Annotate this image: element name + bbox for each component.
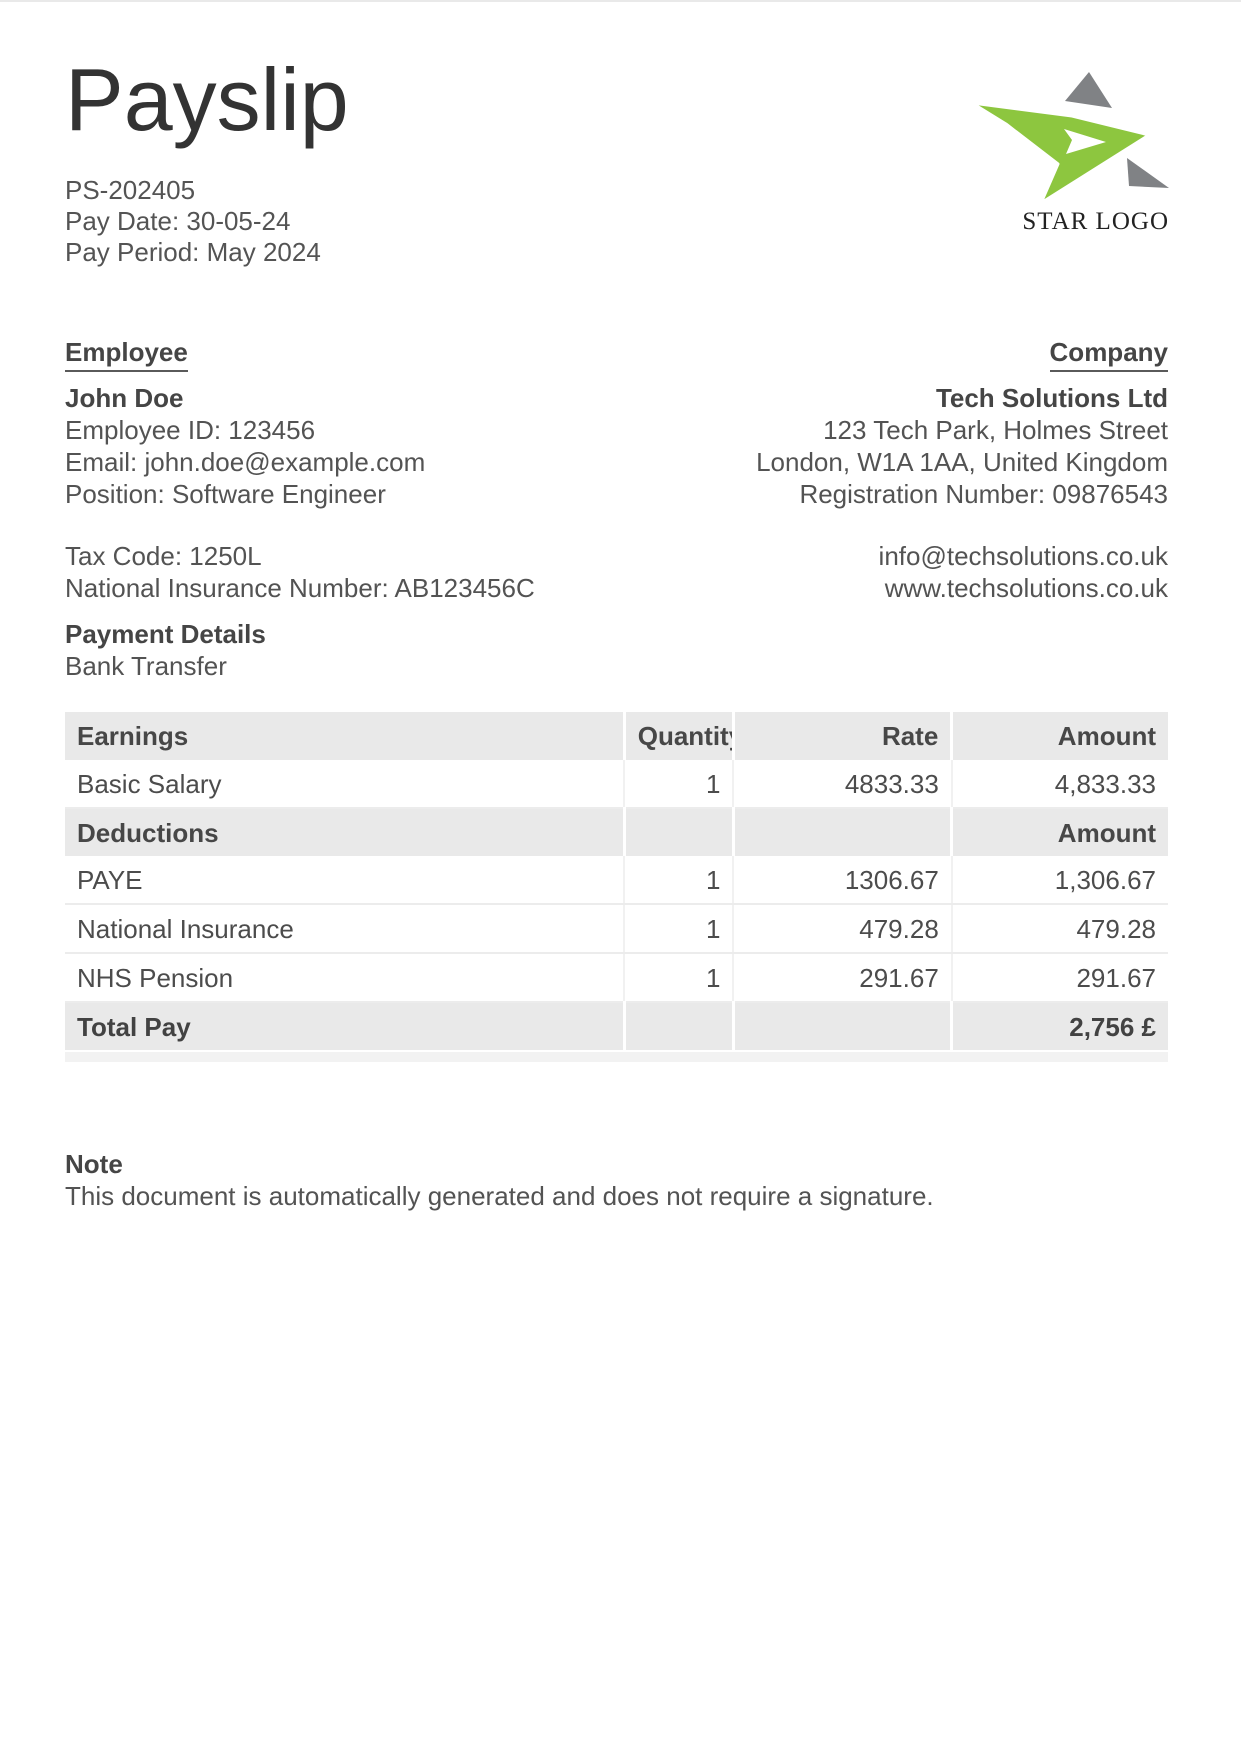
total-amount: 2,756 £ [951,1002,1168,1050]
row-rate: 291.67 [733,953,953,1003]
star-logo-green-swoosh [972,101,1151,205]
star-logo-bottom-triangle [1127,158,1169,188]
row-amount: 1,306.67 [951,856,1168,905]
row-amount: 291.67 [951,953,1168,1003]
employee-heading: Employee [65,336,535,372]
note-section: Note This document is automatically gene… [65,1148,1168,1212]
note-body: This document is automatically generated… [65,1181,934,1211]
star-logo-notch [1064,129,1106,154]
header-earnings: Earnings [65,712,626,760]
table-bottom-strip [65,1052,1168,1062]
table-row: National Insurance 1 479.28 479.28 [65,904,1168,954]
deductions-section-row: Deductions Amount [65,808,1168,856]
tax-code: Tax Code: 1250L [65,541,262,571]
pay-date: Pay Date: 30-05-24 [65,206,291,236]
payment-method: Bank Transfer [65,651,227,681]
row-amount: Amount [951,808,1168,856]
header-amount: Amount [951,712,1168,760]
payslip-meta: PS-202405 Pay Date: 30-05-24 Pay Period:… [65,175,1168,268]
payment-details-block: Payment Details Bank Transfer [65,618,535,682]
total-rate [733,1002,954,1050]
company-address-2: London, W1A 1AA, United Kingdom [756,447,1168,477]
table-header-row: Earnings Quantity Rate Amount [65,712,1168,760]
row-rate: 479.28 [733,904,953,954]
employee-email: Email: john.doe@example.com [65,447,426,477]
header-rate: Rate [733,712,954,760]
row-quantity: 1 [624,760,735,809]
star-logo-top-triangle [1065,72,1112,108]
pay-period: Pay Period: May 2024 [65,237,321,267]
company-section: Company Tech Solutions Ltd 123 Tech Park… [756,336,1168,682]
row-amount: 479.28 [951,904,1168,954]
employee-position: Position: Software Engineer [65,479,386,509]
table-row: PAYE 1 1306.67 1,306.67 [65,856,1168,905]
row-label: Deductions [65,808,626,856]
row-quantity: 1 [624,904,735,954]
ni-number: National Insurance Number: AB123456C [65,573,535,603]
row-rate: 1306.67 [733,856,953,905]
row-label: NHS Pension [65,953,626,1003]
company-name: Tech Solutions Ltd [935,383,1168,413]
company-registration: Registration Number: 09876543 [799,479,1168,509]
payslip-number: PS-202405 [65,175,196,205]
row-label: PAYE [65,856,626,905]
company-email: info@techsolutions.co.uk [878,541,1168,571]
parties-section: Employee John Doe Employee ID: 123456 Em… [65,336,1168,682]
row-label: National Insurance [65,904,626,954]
employee-section: Employee John Doe Employee ID: 123456 Em… [65,336,535,682]
table-row: NHS Pension 1 291.67 291.67 [65,953,1168,1003]
row-rate: 4833.33 [733,760,953,809]
total-quantity [624,1002,735,1050]
company-heading: Company [756,336,1168,372]
row-amount: 4,833.33 [951,760,1168,809]
page-title: Payslip [65,50,349,149]
company-address-1: 123 Tech Park, Holmes Street [823,415,1168,445]
star-logo-icon [972,72,1169,205]
company-logo: STAR LOGO [969,72,1169,235]
row-quantity: 1 [624,953,735,1003]
row-quantity: 1 [624,856,735,905]
total-label: Total Pay [65,1002,626,1050]
table-row: Basic Salary 1 4833.33 4,833.33 [65,760,1168,809]
total-pay-row: Total Pay 2,756 £ [65,1002,1168,1050]
row-quantity [624,808,735,856]
company-contact-block: info@techsolutions.co.uk www.techsolutio… [756,540,1168,604]
employee-tax-block: Tax Code: 1250L National Insurance Numbe… [65,540,535,604]
row-rate [733,808,954,856]
row-label: Basic Salary [65,760,626,809]
logo-wordmark: STAR LOGO [1022,208,1169,235]
earnings-table: Earnings Quantity Rate Amount Basic Sala… [65,712,1168,1050]
payment-details-heading: Payment Details [65,619,266,649]
employee-name: John Doe [65,383,184,413]
header-quantity: Quantity [624,712,735,760]
company-website: www.techsolutions.co.uk [884,573,1168,603]
employee-id: Employee ID: 123456 [65,415,316,445]
note-heading: Note [65,1149,123,1179]
